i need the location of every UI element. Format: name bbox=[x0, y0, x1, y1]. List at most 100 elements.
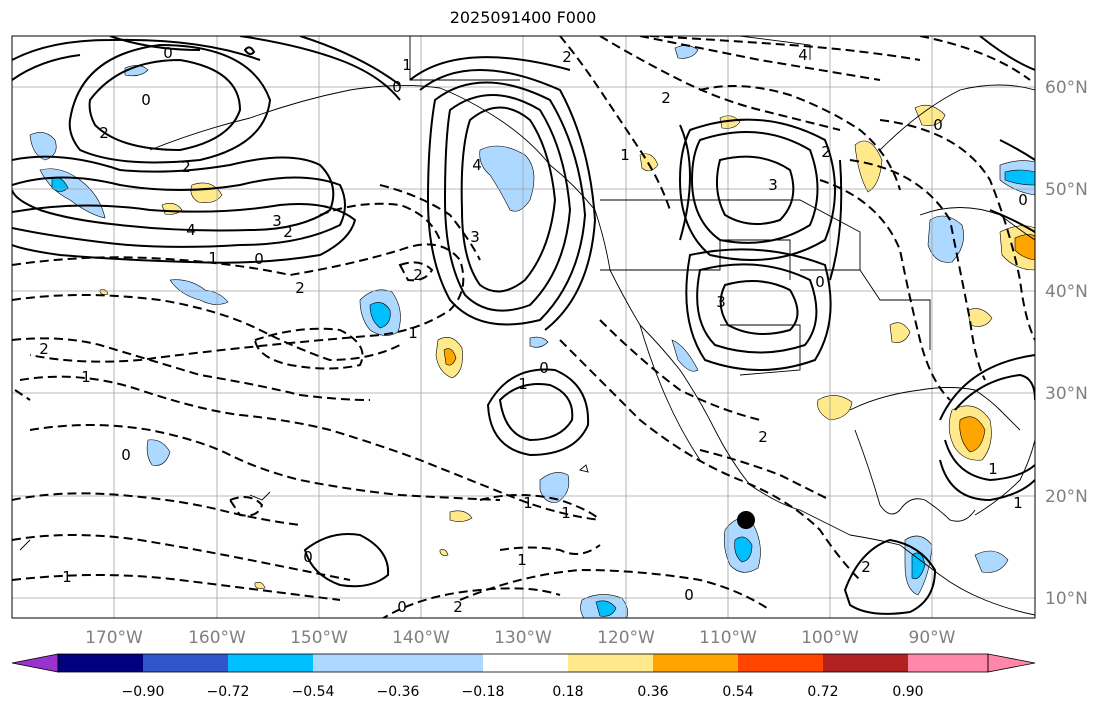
blue-patch bbox=[1004, 169, 1035, 186]
contour-label: 0 bbox=[815, 273, 825, 291]
coastlines bbox=[19, 36, 1035, 616]
yellow-patch bbox=[967, 308, 993, 327]
contour-label: 0 bbox=[163, 44, 173, 62]
colorbar-tick-label: −0.36 bbox=[377, 684, 420, 700]
lat-label: 60°N bbox=[1045, 78, 1088, 98]
lat-label: 20°N bbox=[1045, 487, 1088, 507]
contour-label: 1 bbox=[408, 324, 418, 342]
blue-patch bbox=[539, 472, 570, 503]
contour-label: 2 bbox=[758, 428, 768, 446]
lon-label: 140°W bbox=[392, 628, 450, 648]
contour-label: 0 bbox=[933, 116, 943, 134]
yellow-patch bbox=[889, 322, 911, 343]
contour-label: 2 bbox=[283, 223, 293, 241]
yellow-patch bbox=[914, 104, 946, 126]
colorbar-extend-right bbox=[987, 653, 1036, 673]
colorbar-segment bbox=[908, 654, 988, 672]
contour-label: 3 bbox=[716, 293, 726, 311]
orange-patch bbox=[1014, 234, 1035, 261]
colorbar-tick-label: −0.90 bbox=[122, 684, 165, 700]
contour-label: 3 bbox=[768, 176, 778, 194]
contour-label: 4 bbox=[798, 46, 808, 64]
contour-label: 1 bbox=[620, 146, 630, 164]
contour-label: 1 bbox=[208, 249, 218, 267]
blue-patch bbox=[29, 132, 57, 161]
colorbar-segment bbox=[398, 654, 483, 672]
lon-label: 90°W bbox=[909, 628, 956, 648]
colorbar-segment bbox=[228, 654, 313, 672]
yellow-patch bbox=[854, 140, 883, 193]
contour-label: 0 bbox=[141, 91, 151, 109]
contour-label: 1 bbox=[402, 56, 412, 74]
contour-label: 2 bbox=[181, 158, 191, 176]
contour-label: 2 bbox=[821, 143, 831, 161]
contour-label: 1 bbox=[1013, 494, 1023, 512]
map-border bbox=[11, 35, 1036, 619]
lon-label: 130°W bbox=[494, 628, 552, 648]
colorbar-tick-label: −0.18 bbox=[462, 684, 505, 700]
contour-label: 0 bbox=[254, 250, 264, 268]
map-plot-area: 0 2 0 2 4 3 2 1 0 2 2 1 0 4 3 2 1 2 0 1 bbox=[11, 35, 1036, 619]
yellow-patch bbox=[449, 510, 473, 522]
blue-patch bbox=[529, 336, 549, 348]
colorbar-segment bbox=[568, 654, 653, 672]
contour-label: 1 bbox=[518, 375, 528, 393]
colorbar-tick-label: 0.54 bbox=[722, 684, 753, 700]
yellow-patch bbox=[254, 581, 266, 589]
blue-patch bbox=[911, 552, 926, 579]
yellow-patch bbox=[719, 115, 741, 129]
contour-label: 2 bbox=[295, 279, 305, 297]
lon-label: 170°W bbox=[85, 628, 143, 648]
map-background bbox=[12, 36, 1035, 618]
colorbar-segment bbox=[483, 654, 568, 672]
contour-label: 2 bbox=[661, 89, 671, 107]
contour-label: 0 bbox=[684, 586, 694, 604]
colorbar-tick-label: −0.72 bbox=[207, 684, 250, 700]
orange-patch bbox=[443, 348, 457, 366]
colorbar-extend-left bbox=[11, 653, 59, 673]
blue-patch bbox=[674, 45, 699, 59]
contour-label: 0 bbox=[303, 548, 313, 566]
map-title: 2025091400 F000 bbox=[449, 8, 597, 27]
contour-label: 4 bbox=[472, 156, 482, 174]
contour-label: 0 bbox=[397, 598, 407, 616]
colorbar-tick-label: −0.54 bbox=[292, 684, 335, 700]
colorbar-tick-label: 0.72 bbox=[807, 684, 838, 700]
orange-patch bbox=[959, 416, 986, 453]
contour-label: 1 bbox=[561, 504, 571, 522]
contour-label: 0 bbox=[121, 446, 131, 464]
location-marker-dot bbox=[737, 511, 755, 529]
contour-label: 2 bbox=[562, 48, 572, 66]
contour-label: 1 bbox=[988, 460, 998, 478]
contour-label: 2 bbox=[413, 266, 423, 284]
lon-label: 160°W bbox=[188, 628, 246, 648]
longitude-axis: 170°W 160°W 150°W 140°W 130°W 120°W 110°… bbox=[85, 628, 956, 648]
lat-label: 30°N bbox=[1045, 384, 1088, 404]
blue-patch bbox=[671, 339, 699, 372]
solid-contours bbox=[12, 36, 1035, 615]
blue-patch bbox=[146, 439, 171, 466]
contour-label: 2 bbox=[453, 598, 463, 616]
lat-label: 40°N bbox=[1045, 282, 1088, 302]
colorbar-tick-label: 0.36 bbox=[637, 684, 668, 700]
colorbar-segment bbox=[143, 654, 228, 672]
blue-patch bbox=[595, 600, 617, 617]
blue-patch bbox=[479, 145, 535, 212]
contour-label: 0 bbox=[539, 359, 549, 377]
contour-label: 1 bbox=[62, 568, 72, 586]
lat-label: 10°N bbox=[1045, 589, 1088, 609]
dashed-contours bbox=[12, 36, 1035, 618]
yellow-patch bbox=[439, 549, 449, 556]
colorbar-segment bbox=[823, 654, 908, 672]
contour-label: 1 bbox=[81, 368, 91, 386]
blue-patch bbox=[169, 279, 229, 305]
colorbar-segment bbox=[738, 654, 823, 672]
colorbar-segment bbox=[653, 654, 738, 672]
lat-label: 50°N bbox=[1045, 180, 1088, 200]
lon-label: 100°W bbox=[801, 628, 859, 648]
colorbar-tick-label: 0.18 bbox=[552, 684, 583, 700]
contour-label: 2 bbox=[861, 558, 871, 576]
contour-label: 1 bbox=[523, 494, 533, 512]
colorbar-segment bbox=[58, 654, 143, 672]
